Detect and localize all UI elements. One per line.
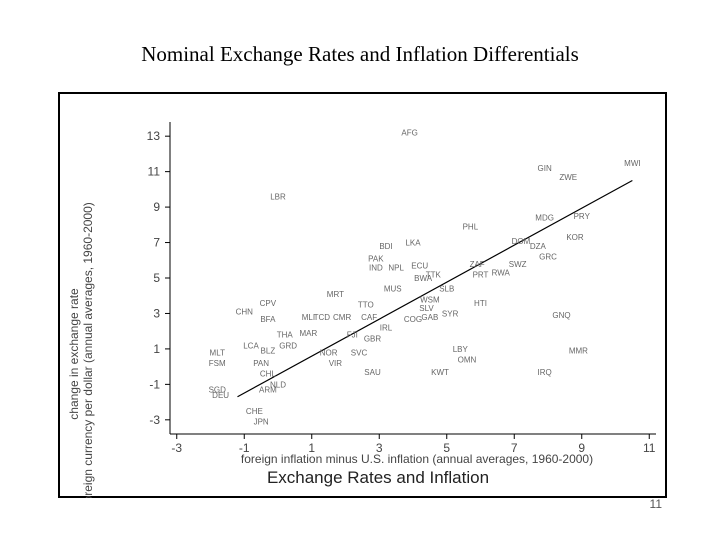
data-point-mar: MAR	[299, 329, 317, 338]
y-tick-label: 3	[153, 306, 160, 320]
x-axis-label: foreign inflation minus U.S. inflation (…	[241, 452, 593, 466]
data-point-kor: KOR	[566, 233, 584, 242]
data-point-mrt: MRT	[327, 290, 344, 299]
data-point-cpv: CPV	[260, 299, 277, 308]
data-point-dom: DOM	[512, 237, 531, 246]
y-tick-label: 9	[153, 200, 160, 214]
data-point-tha: THA	[277, 331, 294, 340]
data-point-mlt: MLT	[210, 348, 226, 357]
data-point-tto: TTO	[358, 301, 374, 310]
data-point-fji: FJI	[347, 331, 358, 340]
chart-caption: Exchange Rates and Inflation	[267, 468, 489, 487]
data-point-cog: COG	[404, 315, 422, 324]
data-point-jpn: JPN	[254, 418, 269, 427]
data-point-wsm: WSM	[420, 295, 440, 304]
y-tick-label: 1	[153, 342, 160, 356]
plot-frame	[58, 92, 667, 498]
data-point-slv: SLV	[419, 304, 434, 313]
y-tick-label: 7	[153, 236, 160, 250]
data-point-ind: IND	[369, 263, 383, 272]
data-point-tcd: TCD	[314, 313, 331, 322]
data-point-vir: VIR	[329, 359, 343, 368]
data-point-ttk: TTK	[426, 270, 442, 279]
slide-title: Nominal Exchange Rates and Inflation Dif…	[141, 42, 579, 66]
x-tick-label: 11	[643, 441, 656, 455]
data-point-sau: SAU	[364, 368, 381, 377]
data-point-nld: NLD	[270, 380, 286, 389]
data-point-lca: LCA	[243, 341, 259, 350]
data-point-syr: SYR	[442, 309, 459, 318]
data-point-sgd: SGD	[209, 386, 227, 395]
data-point-zwe: ZWE	[559, 173, 577, 182]
data-point-omn: OMN	[458, 356, 477, 365]
data-point-gab: GAB	[421, 313, 438, 322]
data-point-bwa: BWA	[414, 274, 433, 283]
y-axis-label-line2: foreign currency per dollar (annual aver…	[81, 202, 95, 498]
data-point-lby: LBY	[453, 345, 469, 354]
data-point-lbr: LBR	[270, 192, 286, 201]
data-point-blz: BLZ	[261, 347, 276, 356]
data-point-hti: HTI	[474, 299, 487, 308]
data-point-mdg: MDG	[535, 214, 554, 223]
y-tick-label: -1	[149, 377, 160, 391]
data-point-phl: PHL	[463, 223, 479, 232]
data-point-fsm: FSM	[209, 359, 226, 368]
y-tick-label: 13	[147, 129, 161, 143]
data-point-bdi: BDI	[379, 242, 392, 251]
data-point-mmr: MMR	[569, 347, 588, 356]
data-point-che: CHE	[246, 407, 263, 416]
data-point-lka: LKA	[405, 239, 421, 248]
slide-number: 11	[649, 497, 662, 511]
data-point-grd: GRD	[279, 341, 297, 350]
data-point-svc: SVC	[351, 348, 368, 357]
data-point-caf: CAF	[361, 313, 377, 322]
data-point-pan: PAN	[253, 359, 269, 368]
data-point-mli: MLI	[302, 313, 315, 322]
data-point-afg: AFG	[401, 129, 417, 138]
data-point-zaf: ZAF	[470, 260, 485, 269]
x-tick-label: 5	[443, 441, 450, 455]
data-point-chl: CHL	[260, 370, 277, 379]
data-point-arm: ARM	[259, 386, 277, 395]
data-point-gnq: GNQ	[552, 311, 570, 320]
data-point-gbr: GBR	[364, 334, 382, 343]
data-point-gin: GIN	[538, 164, 552, 173]
data-point-mus: MUS	[384, 285, 402, 294]
data-point-grc: GRC	[539, 253, 557, 262]
x-tick-label: 3	[376, 441, 383, 455]
data-point-slb: SLB	[439, 285, 454, 294]
data-point-npl: NPL	[388, 263, 404, 272]
y-tick-label: 11	[148, 165, 161, 179]
data-point-mwi: MWI	[624, 159, 640, 168]
data-point-dza: DZA	[530, 242, 547, 251]
data-point-swz: SWZ	[509, 260, 527, 269]
x-tick-label: 7	[511, 441, 518, 455]
data-point-bfa: BFA	[260, 315, 276, 324]
y-tick-label: -3	[149, 413, 160, 427]
data-point-nor: NOR	[320, 348, 338, 357]
data-point-deu: DEU	[212, 391, 229, 400]
data-point-ecu: ECU	[411, 262, 428, 271]
data-point-cmr: CMR	[333, 313, 351, 322]
x-tick-label: 1	[308, 441, 315, 455]
y-axis-label-line1: change in exchange rate	[67, 288, 81, 420]
data-point-kwt: KWT	[431, 368, 449, 377]
data-point-prt: PRT	[473, 270, 489, 279]
x-tick-label: 9	[578, 441, 585, 455]
fit-line	[237, 179, 633, 398]
data-point-chn: CHN	[236, 308, 254, 317]
x-tick-label: -1	[239, 441, 250, 455]
data-point-irq: IRQ	[538, 368, 552, 377]
data-point-irl: IRL	[380, 324, 393, 333]
data-point-pry: PRY	[574, 212, 591, 221]
data-point-rwa: RWA	[492, 269, 511, 278]
x-tick-label: -3	[171, 441, 182, 455]
y-tick-label: 5	[153, 271, 160, 285]
data-point-pak: PAK	[368, 255, 384, 264]
